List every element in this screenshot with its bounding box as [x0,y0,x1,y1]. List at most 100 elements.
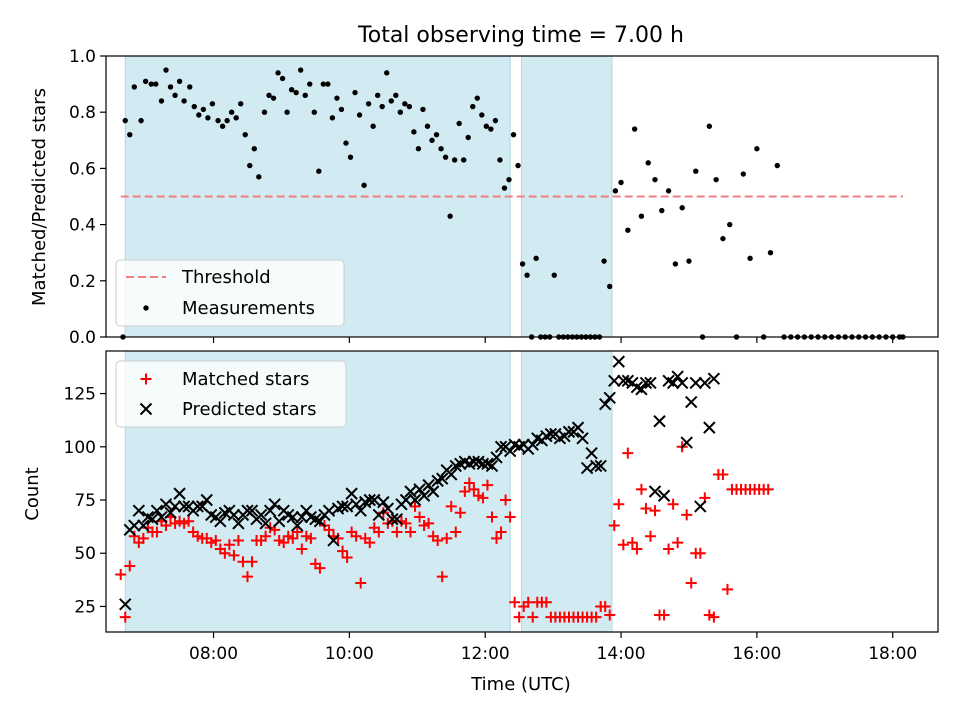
count-panel: 25 50 75 100 125 08:00 10:00 12:00 14:00 16:00 18:… [64,350,939,664]
ratio-y-tick-label: 1.0 [69,47,96,67]
data-point [767,250,774,256]
data-point [374,92,381,99]
data-point [622,447,634,459]
data-point [603,391,616,405]
data-point [671,370,684,383]
data-point [223,539,235,551]
data-point [706,123,713,129]
data-point [665,188,672,194]
data-point [377,495,390,509]
data-point [644,530,656,542]
data-point [363,493,376,507]
data-point [127,131,133,138]
data-point [689,376,702,390]
ratio-y-tick-label: 0.6 [69,159,96,179]
legend-box [115,360,347,428]
data-point [658,609,670,621]
data-point [356,112,363,118]
data-point [153,81,159,87]
data-point [291,526,303,538]
ratio-y-axis-label: Matched/Predicted stars [29,88,50,306]
data-point [158,98,165,104]
data-point [754,146,760,152]
data-point [316,168,322,174]
data-point [571,421,585,434]
legend-matched-swatch [140,373,152,385]
data-point [720,235,726,242]
data-point [256,174,262,180]
data-point [417,489,431,502]
data-point [352,89,358,96]
data-point [150,504,164,517]
data-point [491,532,503,544]
data-point [585,446,598,460]
data-point [429,137,435,143]
data-point [513,611,525,623]
data-point [506,176,512,183]
data-point [119,611,131,623]
x-tick-label: 18:00 [868,644,917,664]
data-point [470,103,476,110]
data-point [423,517,435,529]
data-point [302,92,308,99]
data-point [486,511,498,523]
data-point [625,227,631,233]
data-point [481,479,493,491]
data-point [232,534,244,546]
data-point [617,374,630,388]
data-point [727,221,733,228]
data-point [345,487,358,500]
data-point [438,146,444,152]
data-point [350,530,362,542]
data-point [435,472,449,485]
data-point [355,577,367,589]
data-point [138,117,144,124]
data-point [405,526,417,538]
data-point [708,611,720,623]
data-point [495,526,507,538]
data-point [219,123,226,129]
data-point [461,157,467,163]
data-point [227,508,241,522]
data-point [322,504,336,517]
data-point [477,492,489,504]
data-point [492,117,499,124]
data-point [340,500,354,513]
data-point [653,415,666,428]
data-point [414,511,426,523]
data-point [334,95,340,101]
data-point [372,508,386,522]
data-point [456,120,462,127]
data-point [219,547,231,559]
data-point [323,524,335,536]
data-point [293,89,299,96]
data-point [607,283,613,290]
data-point [694,547,706,559]
legend-predicted-swatch [139,402,153,416]
data-point [268,498,281,511]
data-point [663,543,675,555]
data-point [191,103,197,110]
data-point [631,126,638,132]
data-point [381,502,395,515]
data-point [151,526,163,538]
data-point [297,67,304,73]
data-point [608,374,621,388]
data-point [228,109,235,115]
count-series-matched-stars [115,441,774,623]
data-point [286,510,299,524]
data-point [393,92,399,99]
data-point [232,517,245,530]
data-point [644,376,657,390]
data-point [551,272,557,278]
data-point [479,112,485,118]
data-point [501,185,508,191]
data-point [200,493,213,507]
data-point [659,207,665,214]
data-point [263,504,277,517]
x-tick-label: 16:00 [732,644,781,664]
data-point [406,103,413,110]
data-point [562,425,576,439]
data-point [694,500,707,513]
data-point [580,461,594,475]
